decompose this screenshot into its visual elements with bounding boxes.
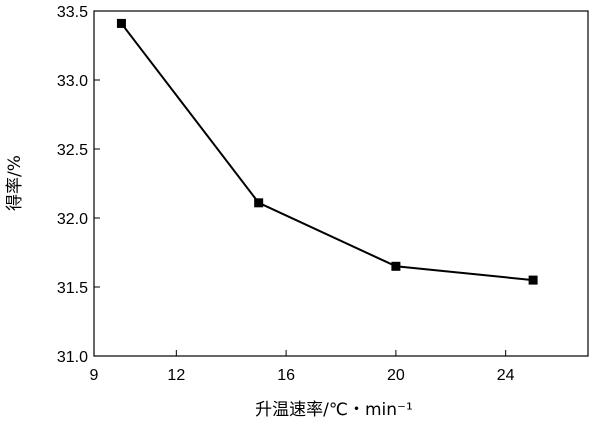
data-point-marker xyxy=(254,198,264,208)
x-tick-label: 24 xyxy=(497,367,515,384)
series-line xyxy=(120,22,534,282)
y-tick-label: 32.5 xyxy=(57,142,88,159)
data-point-marker xyxy=(528,275,538,285)
x-tick-label: 16 xyxy=(277,367,295,384)
y-tick-label: 32.0 xyxy=(57,211,88,228)
x-tick-label: 20 xyxy=(387,367,405,384)
y-tick-label: 33.0 xyxy=(57,73,88,90)
data-point-marker xyxy=(391,261,401,271)
y-tick-label: 33.5 xyxy=(57,4,88,21)
y-tick-label: 31.0 xyxy=(57,349,88,366)
x-axis-ticks: 9 12 16 20 24 xyxy=(90,350,515,384)
y-axis-ticks: 31.0 31.5 32.0 32.5 33.0 33.5 xyxy=(57,4,100,366)
x-tick-label: 9 xyxy=(90,367,99,384)
plot-frame xyxy=(93,10,589,357)
series-group xyxy=(116,18,538,285)
x-tick-label: 12 xyxy=(167,367,185,384)
y-axis-title: 得率/% xyxy=(5,155,25,211)
x-axis-title: 升温速率/℃・min⁻¹ xyxy=(255,400,413,420)
y-tick-label: 31.5 xyxy=(57,280,88,297)
data-point-marker xyxy=(116,18,126,28)
